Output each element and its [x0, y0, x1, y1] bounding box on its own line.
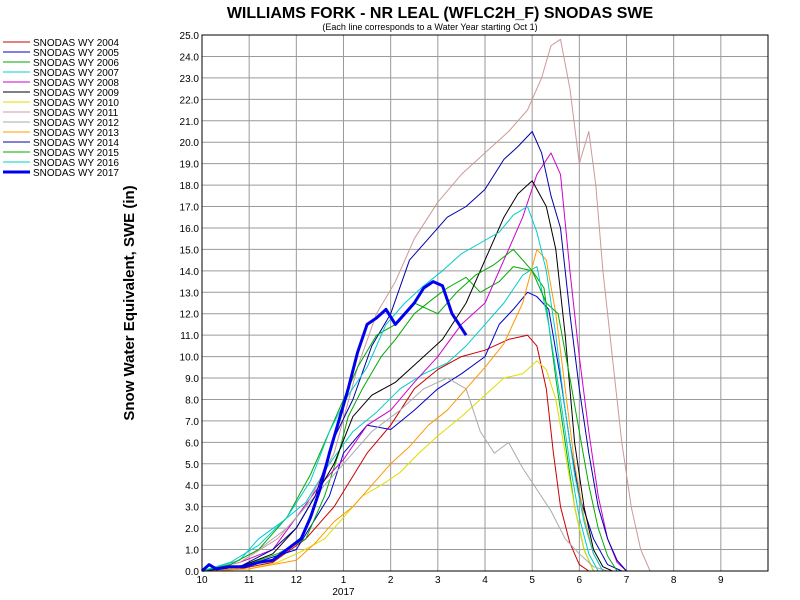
- series-line-wy-2008: [201, 152, 627, 572]
- legend-label: SNODAS WY 2016: [33, 158, 119, 169]
- x-tick-label: 12: [291, 575, 303, 586]
- y-tick-label: 15.0: [180, 245, 200, 256]
- series-line-wy-2006: [201, 266, 594, 572]
- series-line-wy-2004: [201, 334, 590, 572]
- legend-label: SNODAS WY 2007: [33, 68, 119, 79]
- y-tick-label: 4.0: [185, 481, 199, 492]
- legend-label: SNODAS WY 2012: [33, 118, 119, 129]
- x-tick-label: 3: [435, 575, 441, 586]
- y-tick-label: 13.0: [180, 288, 200, 299]
- y-tick-label: 6.0: [185, 438, 199, 449]
- y-tick-label: 12.0: [180, 310, 200, 321]
- series-line-wy-2005: [201, 291, 623, 572]
- series-line-wy-2009: [201, 180, 613, 572]
- chart-title: WILLIAMS FORK - NR LEAL (WFLC2H_F) SNODA…: [227, 5, 654, 22]
- series-line-wy-2015: [201, 248, 618, 572]
- x-tick-label: 1: [341, 575, 347, 586]
- x-tick-label: 6: [577, 575, 583, 586]
- legend-label: SNODAS WY 2008: [33, 78, 119, 89]
- x-tick-label: 9: [718, 575, 724, 586]
- legend-label: SNODAS WY 2017: [33, 168, 119, 179]
- x-tick-label: 7: [624, 575, 630, 586]
- y-tick-label: 5.0: [185, 460, 199, 471]
- y-tick-label: 8.0: [185, 395, 199, 406]
- series-line-wy-2013: [201, 248, 604, 572]
- grid: [201, 34, 768, 572]
- series-line-wy-2016: [201, 206, 604, 572]
- legend-label: SNODAS WY 2010: [33, 98, 119, 109]
- legend-label: SNODAS WY 2015: [33, 148, 119, 159]
- series-line-wy-2007: [201, 266, 599, 572]
- y-tick-label: 16.0: [180, 224, 200, 235]
- chart-subtitle: (Each line corresponds to a Water Year s…: [322, 22, 537, 32]
- y-tick-label: 14.0: [180, 267, 200, 278]
- series-layer: [200, 38, 651, 573]
- legend-label: SNODAS WY 2011: [33, 108, 119, 119]
- y-tick-label: 23.0: [180, 74, 200, 85]
- year-label: 2017: [332, 587, 355, 598]
- y-tick-label: 21.0: [180, 117, 200, 128]
- y-tick-label: 17.0: [180, 203, 200, 214]
- x-tick-label: 5: [529, 575, 535, 586]
- x-tick-label: 10: [196, 575, 208, 586]
- legend-label: SNODAS WY 2014: [33, 138, 119, 149]
- series-line-wy-2014: [201, 131, 627, 572]
- series-line-wy-2012: [201, 377, 608, 572]
- legend-label: SNODAS WY 2009: [33, 88, 119, 99]
- legend-label: SNODAS WY 2004: [33, 38, 119, 49]
- y-tick-label: 22.0: [180, 95, 200, 106]
- y-tick-label: 3.0: [185, 503, 199, 514]
- y-axis: 0.0 1.0 2.0 3.0 4.0 5.0 6.0 7.0 8.0 9.0 10.0 11.0 12…: [180, 31, 200, 578]
- series-line-wy-2011: [201, 38, 651, 572]
- series-line-wy-2010: [201, 360, 594, 572]
- plot-frame: [201, 34, 769, 572]
- x-tick-label: 11: [244, 575, 255, 586]
- y-tick-label: 7.0: [185, 417, 199, 428]
- x-tick-label: 4: [482, 575, 488, 586]
- x-tick-label: 2: [388, 575, 394, 586]
- y-tick-label: 9.0: [185, 374, 199, 385]
- y-tick-label: 1.0: [185, 546, 199, 557]
- y-tick-label: 10.0: [180, 353, 200, 364]
- legend-label: SNODAS WY 2006: [33, 58, 119, 69]
- y-tick-label: 24.0: [180, 52, 200, 63]
- series-line-wy-2017: [200, 280, 468, 573]
- legend-label: SNODAS WY 2013: [33, 128, 119, 139]
- legend-label: SNODAS WY 2005: [33, 48, 119, 59]
- y-tick-label: 25.0: [180, 31, 200, 42]
- y-tick-label: 19.0: [180, 160, 200, 171]
- y-tick-label: 0.0: [185, 567, 199, 578]
- y-tick-label: 2.0: [185, 524, 199, 535]
- y-tick-label: 11.0: [180, 331, 199, 342]
- x-tick-label: 8: [671, 575, 677, 586]
- y-tick-label: 18.0: [180, 181, 200, 192]
- y-axis-label: Snow Water Equivalent, SWE (in): [121, 185, 138, 420]
- y-tick-label: 20.0: [180, 138, 200, 149]
